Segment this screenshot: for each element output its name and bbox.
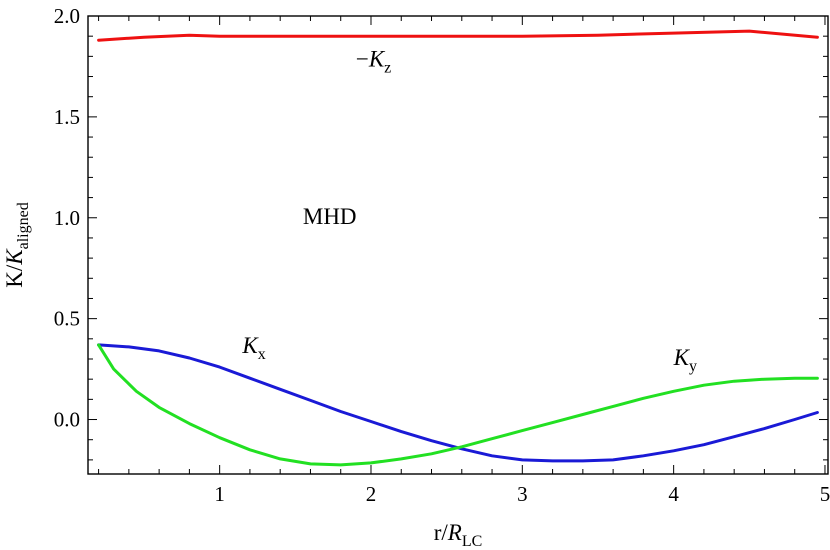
y-tick-label: 0.5 [54, 307, 80, 331]
annotation-ky-subscript: y [689, 358, 697, 375]
y-tick-label: 1.5 [54, 105, 80, 129]
series-line-kz [97, 29, 819, 42]
y-tick-label: 0.0 [54, 408, 80, 432]
series-line-ky [97, 343, 819, 467]
annotation-kx-subscript: x [258, 346, 266, 363]
y-axis-label-main: K/ [2, 264, 27, 288]
x-axis-label: r/RLC [434, 520, 483, 550]
y-axis-label: K/Kaligned [2, 202, 32, 287]
y-axis-label-symbol: K [2, 248, 27, 266]
annotation-kx: Kx [241, 333, 265, 363]
x-axis-label-symbol: R [447, 520, 462, 545]
annotation-kz-main: − [356, 46, 369, 71]
x-tick-label: 3 [517, 482, 528, 506]
x-tick-label: 5 [820, 482, 830, 506]
annotation-kz-subscript: z [384, 59, 391, 76]
y-tick-label: 2.0 [54, 4, 80, 28]
plot-frame [87, 15, 829, 475]
x-axis-label-subscript: LC [462, 533, 482, 550]
annotation-kx-symbol: K [241, 333, 259, 358]
y-tick-label: 1.0 [54, 206, 80, 230]
y-axis-label-subscript: aligned [15, 202, 32, 249]
annotation-ky-symbol: K [673, 345, 691, 370]
annotation-ky: Ky [673, 345, 697, 375]
annotation-mhd: MHD [303, 204, 357, 229]
annotation-kz: −Kz [356, 46, 391, 76]
x-tick-label: 1 [214, 482, 225, 506]
x-tick-label: 2 [366, 482, 377, 506]
x-axis-label-main: r/ [434, 520, 449, 545]
x-tick-label: 4 [668, 482, 679, 506]
series-line-kx [97, 343, 819, 463]
annotation-kz-symbol: K [368, 46, 386, 71]
